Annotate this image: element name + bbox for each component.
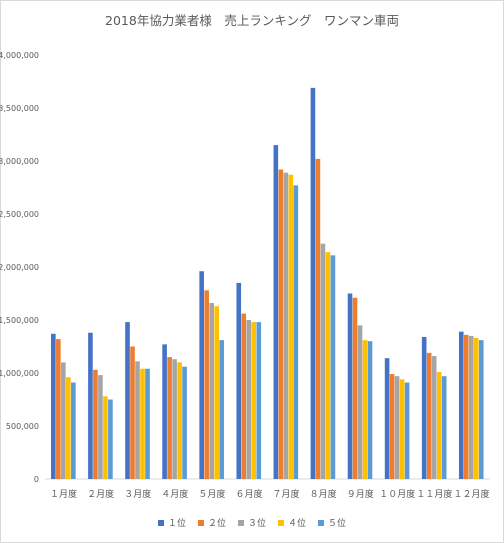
bar bbox=[140, 368, 145, 479]
y-tick-label: 4,000,000 bbox=[0, 51, 39, 60]
bar bbox=[441, 376, 447, 479]
bar bbox=[246, 320, 252, 479]
bar bbox=[278, 169, 284, 480]
bar bbox=[473, 338, 479, 479]
bar bbox=[145, 368, 150, 479]
x-tick-label: ３月度 bbox=[124, 488, 151, 500]
bar bbox=[478, 340, 484, 479]
legend-swatch bbox=[197, 519, 204, 526]
legend-label: ３位 bbox=[247, 519, 266, 529]
bar bbox=[98, 375, 103, 479]
legend-item: １位 bbox=[157, 516, 186, 529]
x-tick-label: ８月度 bbox=[310, 488, 337, 500]
legend-swatch bbox=[237, 519, 244, 526]
bar bbox=[167, 357, 172, 479]
bar bbox=[219, 340, 224, 479]
bar bbox=[394, 376, 400, 479]
bar bbox=[61, 362, 66, 479]
bar bbox=[273, 145, 279, 479]
legend-label: ４位 bbox=[288, 519, 307, 529]
bar bbox=[56, 339, 61, 479]
bar bbox=[236, 282, 242, 479]
bar bbox=[352, 297, 358, 479]
legend-item: ２位 bbox=[197, 516, 226, 529]
legend-label: ５位 bbox=[328, 519, 347, 529]
bar bbox=[125, 322, 130, 479]
bar bbox=[204, 290, 209, 479]
bar bbox=[357, 325, 363, 479]
y-tick-label: 3,000,000 bbox=[0, 157, 39, 166]
bar bbox=[320, 243, 326, 479]
y-tick-label: 1,500,000 bbox=[0, 316, 39, 325]
bar bbox=[251, 322, 257, 479]
bar bbox=[199, 271, 204, 479]
bar bbox=[347, 293, 353, 479]
bar bbox=[172, 359, 177, 479]
bar bbox=[421, 336, 427, 479]
bar bbox=[214, 306, 219, 479]
x-tick-label: １０月度 bbox=[379, 488, 415, 500]
x-tick-label: ９月度 bbox=[347, 488, 374, 500]
bar bbox=[288, 174, 294, 479]
x-tick-label: ６月度 bbox=[235, 488, 262, 500]
legend-item: ３位 bbox=[237, 516, 266, 529]
bar bbox=[436, 371, 442, 479]
y-tick-label: 2,500,000 bbox=[0, 210, 39, 219]
x-tick-label: １２月度 bbox=[453, 488, 489, 500]
bar bbox=[66, 377, 71, 479]
bar bbox=[51, 333, 56, 479]
x-tick-label: ２月度 bbox=[87, 488, 114, 500]
bar bbox=[293, 185, 299, 479]
y-tick-label: 500,000 bbox=[6, 422, 39, 431]
bar bbox=[325, 252, 331, 479]
bar bbox=[241, 313, 247, 479]
chart-title: 2018年協力業者様 売上ランキング ワンマン車両 bbox=[105, 13, 399, 28]
bar bbox=[93, 369, 98, 479]
y-tick-label: 0 bbox=[34, 475, 39, 484]
bar bbox=[330, 255, 336, 479]
legend-label: １位 bbox=[167, 519, 186, 529]
y-tick-label: 3,500,000 bbox=[0, 104, 39, 113]
legend-item: ４位 bbox=[278, 516, 306, 529]
x-tick-label: ７月度 bbox=[273, 488, 300, 500]
x-tick-label: １月度 bbox=[50, 488, 77, 500]
y-tick-label: 1,000,000 bbox=[0, 369, 39, 378]
bar bbox=[310, 87, 316, 480]
bar bbox=[468, 335, 474, 479]
x-tick-label: ５月度 bbox=[198, 488, 225, 500]
bar bbox=[389, 374, 395, 479]
bar bbox=[384, 358, 390, 479]
chart-legend: １位 ２位 ３位 ４位 ５位 bbox=[0, 516, 504, 529]
y-tick-label: 2,000,000 bbox=[0, 263, 39, 272]
bar bbox=[209, 303, 214, 479]
bar bbox=[182, 366, 187, 479]
legend-swatch bbox=[318, 519, 325, 526]
legend-label: ２位 bbox=[207, 519, 226, 529]
x-tick-label: １１月度 bbox=[416, 488, 452, 500]
bar bbox=[162, 344, 167, 479]
bar bbox=[362, 340, 368, 479]
bar bbox=[367, 341, 373, 479]
bar bbox=[135, 361, 140, 479]
bar bbox=[399, 379, 405, 479]
bar bbox=[404, 382, 410, 479]
bar bbox=[463, 334, 469, 479]
bar bbox=[431, 356, 437, 479]
legend-swatch bbox=[278, 519, 284, 526]
bar bbox=[283, 172, 289, 479]
legend-item: ５位 bbox=[318, 516, 346, 529]
bar bbox=[315, 158, 321, 479]
bar bbox=[177, 362, 182, 479]
bar bbox=[426, 352, 432, 479]
bar bbox=[103, 396, 108, 479]
bar bbox=[88, 332, 93, 479]
x-tick-label: ４月度 bbox=[161, 488, 188, 500]
bar bbox=[458, 331, 464, 479]
bar bbox=[71, 382, 76, 479]
bar bbox=[256, 322, 262, 479]
bar bbox=[130, 346, 135, 479]
bar bbox=[108, 399, 113, 479]
legend-swatch bbox=[157, 519, 164, 526]
